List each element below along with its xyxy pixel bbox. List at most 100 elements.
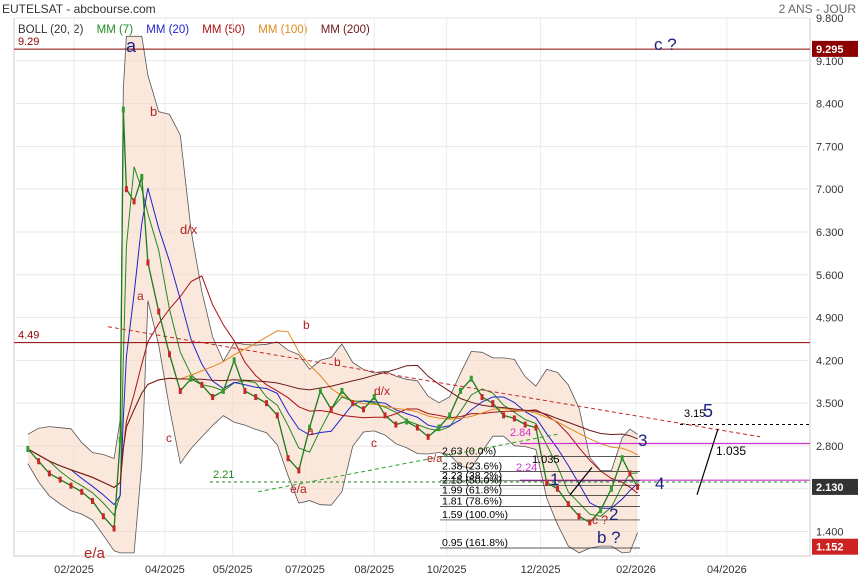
wave-label: 1.035 — [716, 444, 746, 458]
candle — [555, 485, 559, 492]
y-tick-label: 3.500 — [816, 398, 844, 410]
level-label: 9.29 — [18, 36, 39, 48]
y-tick-label: 1.400 — [816, 527, 844, 539]
wave-label: a — [126, 36, 137, 56]
candle — [140, 173, 144, 180]
legend-mm20[interactable]: MM (20) — [146, 24, 190, 36]
candle — [112, 525, 116, 532]
candle — [308, 424, 312, 431]
fibonacci-levels: 2.63 (0.0%) 2.38 (23.6%)2.23 (38.2%)2.15 … — [440, 445, 640, 549]
wave-label: 3 — [638, 431, 647, 450]
y-tick-label: 7.000 — [816, 184, 844, 196]
fib-label: 2.38 (23.6%) — [442, 461, 502, 473]
candle — [545, 479, 549, 486]
wave-label: 1 — [550, 470, 559, 489]
candle — [58, 476, 62, 483]
price-box-label: 1.152 — [816, 542, 844, 554]
wave-label: 4 — [655, 474, 664, 493]
y-tick-label: 5.600 — [816, 270, 844, 282]
x-tick-label: 04/2026 — [707, 564, 747, 576]
legend-mm7[interactable]: MM (7) — [96, 24, 134, 36]
candle — [200, 381, 204, 388]
candle — [26, 446, 30, 453]
legend-mm200[interactable]: MM (200) — [320, 24, 370, 36]
candle — [362, 406, 366, 413]
price-box — [812, 40, 858, 57]
legend-boll[interactable]: BOLL (20, 2) — [18, 24, 84, 36]
wave-label: d/x — [374, 384, 390, 398]
moving-averages — [27, 166, 638, 517]
candle — [121, 106, 125, 113]
wave-label: e/a — [290, 482, 307, 496]
candle — [448, 412, 452, 419]
candle — [221, 387, 225, 394]
candle — [491, 400, 495, 407]
trend-lines — [107, 326, 761, 496]
x-tick-label: 08/2025 — [354, 564, 394, 576]
uptrend-line — [257, 433, 561, 493]
indicator-legend: BOLL (20, 2) MM (7) MM (20) MM (50) MM (… — [18, 24, 380, 36]
y-tick-label: 4.200 — [816, 355, 844, 367]
candle — [636, 483, 640, 490]
wave-label: e/a — [427, 453, 443, 465]
wave-label: d/x — [180, 222, 198, 237]
x-tick-label: 07/2025 — [285, 564, 325, 576]
candle — [124, 186, 128, 193]
candle — [405, 418, 409, 425]
candle — [329, 406, 333, 413]
candle — [47, 470, 51, 477]
wave-label: 3.15 — [684, 408, 705, 420]
price-box — [812, 538, 858, 555]
candle — [588, 519, 592, 526]
candle — [628, 470, 632, 477]
candle — [286, 455, 290, 462]
candle — [91, 497, 95, 504]
downtrend-line — [107, 326, 761, 438]
wave-label: 2.84 — [510, 427, 531, 439]
candle — [383, 412, 387, 419]
wave-label: c — [166, 431, 172, 445]
wave-label: a — [307, 424, 314, 438]
candle — [168, 351, 172, 358]
candle — [118, 436, 122, 443]
candle — [243, 387, 247, 394]
x-tick-label: 05/2025 — [213, 564, 253, 576]
candle — [512, 415, 516, 422]
candle — [620, 455, 624, 462]
wave-label: b — [334, 355, 341, 369]
candle — [318, 387, 322, 394]
fib-label: 1.81 (78.6%) — [442, 495, 502, 507]
candle — [132, 198, 136, 205]
y-tick-label: 4.900 — [816, 313, 844, 325]
candle — [437, 424, 441, 431]
candle — [232, 357, 236, 364]
fib-label: 2.23 (38.2%) — [442, 470, 502, 482]
bollinger-fill — [27, 36, 638, 553]
candle — [577, 513, 581, 520]
candle — [101, 513, 105, 520]
x-tick-label: 02/2026 — [616, 564, 656, 576]
wave-label: 2.24 — [516, 462, 537, 474]
projection-arrow-1 — [569, 466, 593, 496]
wave-label: e/a — [84, 545, 106, 562]
candle — [469, 375, 473, 382]
y-tick-label: 2.800 — [816, 441, 844, 453]
price-box-label: 9.295 — [816, 44, 844, 56]
candle — [157, 308, 161, 315]
period-label: 2 ANS - JOUR — [778, 2, 856, 16]
candle — [189, 375, 193, 382]
x-tick-label: 02/2025 — [54, 564, 94, 576]
wave-label: b — [150, 104, 157, 119]
legend-mm100[interactable]: MM (100) — [258, 24, 308, 36]
y-tick-label: 9.100 — [816, 56, 844, 68]
wave-label: b ? — [597, 528, 621, 547]
y-tick-label: 7.700 — [816, 141, 844, 153]
legend-mm50[interactable]: MM (50) — [202, 24, 246, 36]
fib-label: 2.15 (50.0%) — [442, 475, 502, 487]
candles — [26, 106, 640, 532]
candle — [351, 400, 355, 407]
y-tick-label: 8.400 — [816, 99, 844, 111]
fib-label: 1.99 (61.8%) — [442, 484, 502, 496]
